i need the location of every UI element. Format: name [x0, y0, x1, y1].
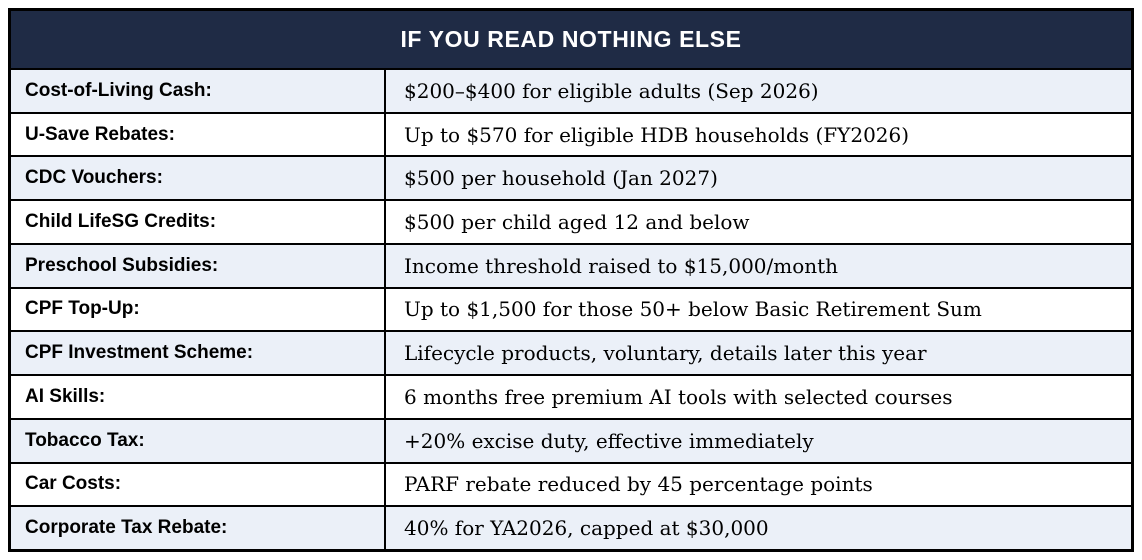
table-title: IF YOU READ NOTHING ELSE: [400, 26, 742, 52]
table-row: CPF Investment Scheme: Lifecycle product…: [11, 330, 1131, 375]
table-row: Child LifeSG Credits: $500 per child age…: [11, 199, 1131, 243]
row-value: $500 per child aged 12 and below: [404, 210, 750, 235]
row-value: PARF rebate reduced by 45 percentage poi…: [404, 472, 873, 497]
row-value: 40% for YA2026, capped at $30,000: [404, 516, 769, 541]
table-row: U-Save Rebates: Up to $570 for eligible …: [11, 111, 1131, 156]
row-label: Corporate Tax Rebate:: [11, 507, 386, 549]
row-label: CPF Top-Up:: [11, 288, 386, 331]
table-row: Cost-of-Living Cash: $200–$400 for eligi…: [11, 68, 1131, 112]
budget-summary-table: IF YOU READ NOTHING ELSE Cost-of-Living …: [8, 8, 1134, 552]
row-label: Child LifeSG Credits:: [11, 201, 386, 243]
row-label: Tobacco Tax:: [11, 419, 386, 462]
row-label: CDC Vouchers:: [11, 157, 386, 200]
row-label: Preschool Subsidies:: [11, 244, 386, 287]
row-label: CPF Investment Scheme:: [11, 332, 386, 375]
row-value: 6 months free premium AI tools with sele…: [404, 384, 953, 409]
table-row: Tobacco Tax: +20% excise duty, effective…: [11, 417, 1131, 462]
row-label: Car Costs:: [11, 463, 386, 506]
row-value: $500 per household (Jan 2027): [404, 166, 718, 191]
row-value: +20% excise duty, effective immediately: [404, 428, 814, 453]
table-row: CPF Top-Up: Up to $1,500 for those 50+ b…: [11, 286, 1131, 331]
row-label: U-Save Rebates:: [11, 113, 386, 156]
row-value: Up to $1,500 for those 50+ below Basic R…: [404, 297, 982, 322]
row-label: AI Skills:: [11, 376, 386, 418]
row-value: Lifecycle products, voluntary, details l…: [404, 341, 927, 366]
table-row: AI Skills: 6 months free premium AI tool…: [11, 374, 1131, 418]
row-value: Up to $570 for eligible HDB households (…: [404, 122, 910, 147]
table-header: IF YOU READ NOTHING ELSE: [11, 11, 1131, 68]
table-row: Car Costs: PARF rebate reduced by 45 per…: [11, 461, 1131, 506]
table-row: CDC Vouchers: $500 per household (Jan 20…: [11, 155, 1131, 200]
table-row: Corporate Tax Rebate: 40% for YA2026, ca…: [11, 505, 1131, 549]
row-label: Cost-of-Living Cash:: [11, 70, 386, 112]
row-value: $200–$400 for eligible adults (Sep 2026): [404, 78, 819, 103]
row-value: Income threshold raised to $15,000/month: [404, 253, 839, 278]
table-row: Preschool Subsidies: Income threshold ra…: [11, 242, 1131, 287]
